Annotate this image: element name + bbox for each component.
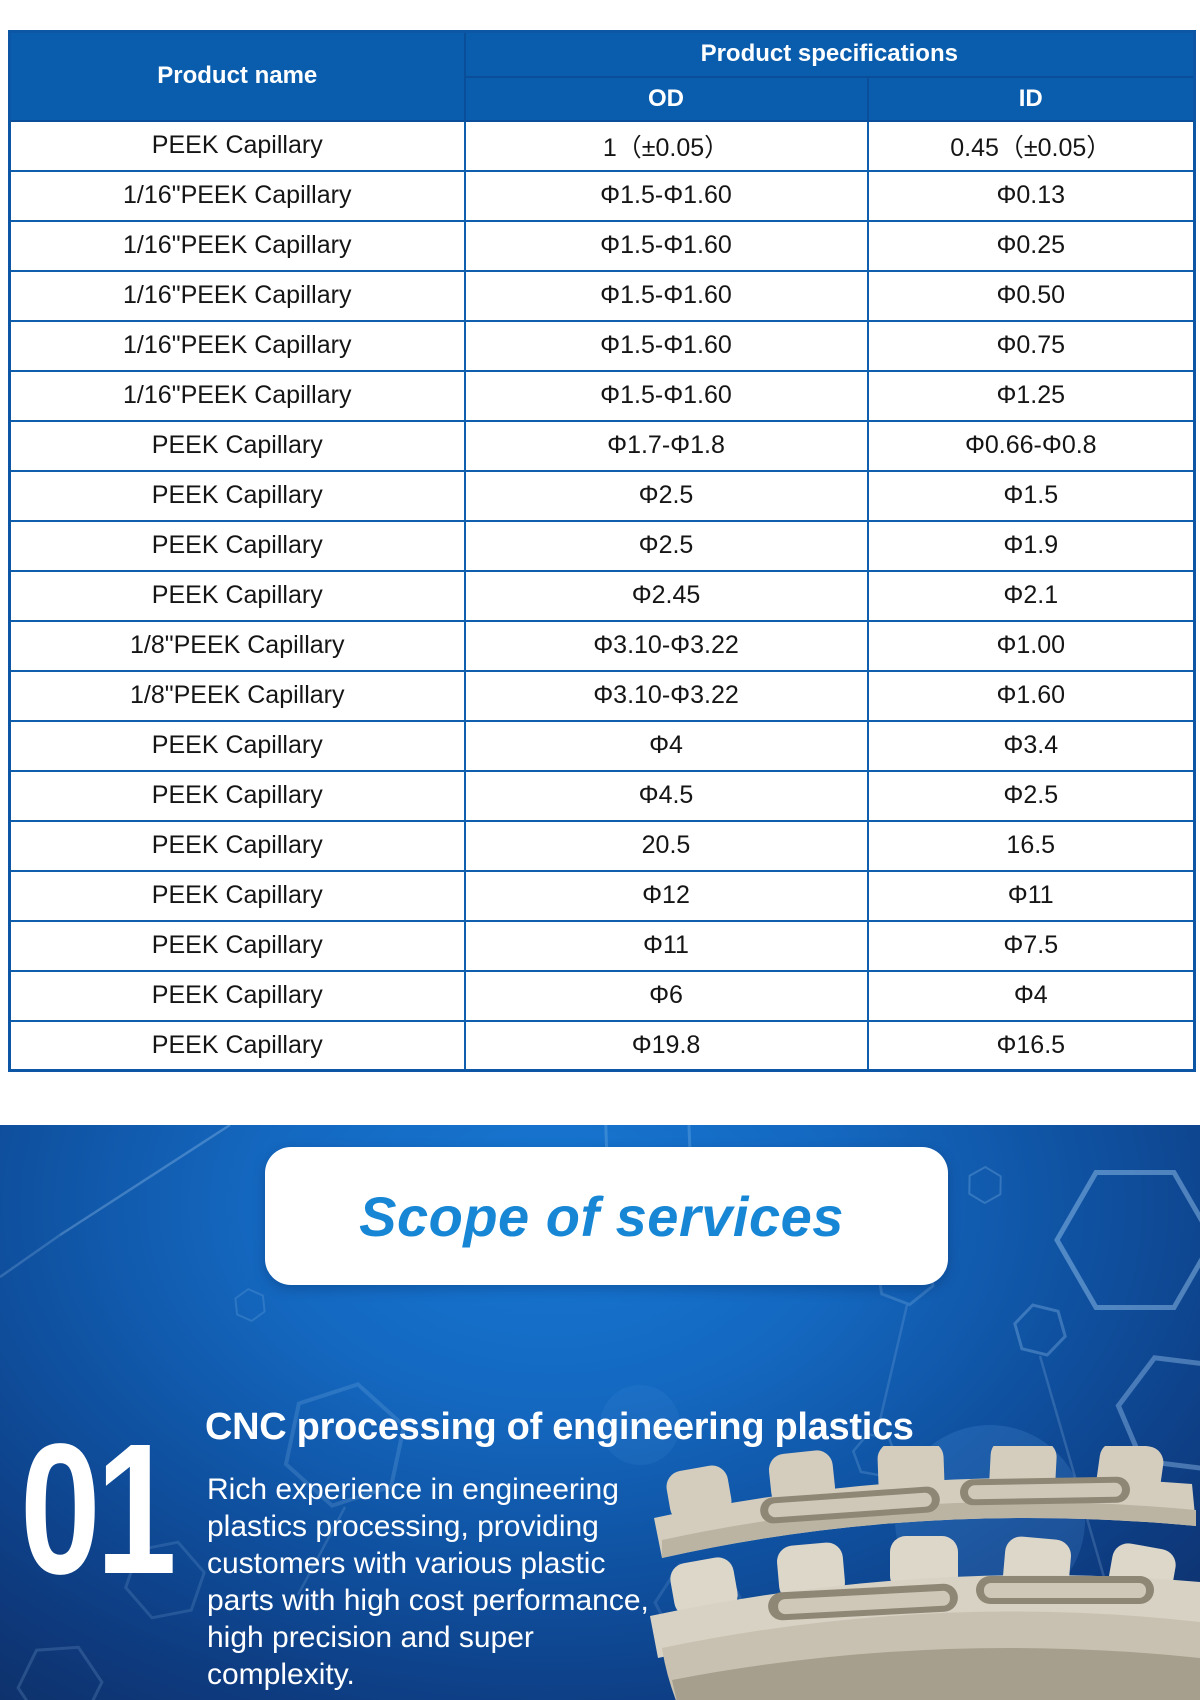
od-cell: Φ19.8 [463,1019,869,1072]
product-name-cell: PEEK Capillary [8,869,466,922]
table-row: PEEK Capillary Φ6 Φ4 [8,969,1196,1022]
product-name-cell: PEEK Capillary [8,919,466,972]
service-description: Rich experience in engineering plastics … [207,1473,649,1691]
table-row: 1/16"PEEK Capillary Φ1.5-Φ1.60 Φ0.50 [8,269,1196,322]
table-row: 1/8"PEEK Capillary Φ3.10-Φ3.22 Φ1.60 [8,669,1196,722]
product-name-cell: 1/16"PEEK Capillary [8,269,466,322]
table-row: PEEK Capillary Φ1.7-Φ1.8 Φ0.66-Φ0.8 [8,419,1196,472]
od-cell: Φ11 [463,919,869,972]
od-cell: Φ1.5-Φ1.60 [463,169,869,222]
product-name-cell: 1/16"PEEK Capillary [8,219,466,272]
id-cell: Φ1.60 [866,669,1196,722]
scope-title: Scope of services [359,1184,844,1248]
id-cell: Φ2.1 [866,569,1196,622]
table-row: PEEK Capillary Φ2.45 Φ2.1 [8,569,1196,622]
od-cell: 20.5 [463,819,869,872]
product-name-cell: PEEK Capillary [8,819,466,872]
id-cell: Φ16.5 [866,1019,1196,1072]
product-name-cell: 1/16"PEEK Capillary [8,169,466,222]
service-heading: CNC processing of engineering plastics [205,1406,914,1448]
id-cell: Φ0.25 [866,219,1196,272]
id-cell: Φ0.13 [866,169,1196,222]
product-name-cell: PEEK Capillary [8,419,466,472]
od-cell: Φ3.10-Φ3.22 [463,669,869,722]
product-name-cell: PEEK Capillary [8,569,466,622]
id-cell: 0.45（±0.05） [866,119,1196,172]
product-name-cell: PEEK Capillary [8,519,466,572]
od-cell: 1（±0.05） [463,119,869,172]
id-cell: Φ1.25 [866,369,1196,422]
od-cell: Φ1.5-Φ1.60 [463,269,869,322]
scope-title-box: Scope of services [265,1147,948,1285]
id-cell: Φ0.50 [866,269,1196,322]
id-cell: Φ0.75 [866,319,1196,372]
table-row: 1/16"PEEK Capillary Φ1.5-Φ1.60 Φ1.25 [8,369,1196,422]
od-cell: Φ4 [463,719,869,772]
product-name-cell: PEEK Capillary [8,969,466,1022]
table-row: 1/16"PEEK Capillary Φ1.5-Φ1.60 Φ0.25 [8,219,1196,272]
table-row: 1/8"PEEK Capillary Φ3.10-Φ3.22 Φ1.00 [8,619,1196,672]
od-cell: Φ12 [463,869,869,922]
product-name-cell: PEEK Capillary [8,769,466,822]
header-id: ID [866,75,1196,122]
od-cell: Φ1.7-Φ1.8 [463,419,869,472]
od-cell: Φ2.45 [463,569,869,622]
table-row: PEEK Capillary 1（±0.05） 0.45（±0.05） [8,119,1196,172]
od-cell: Φ1.5-Φ1.60 [463,219,869,272]
id-cell: Φ1.00 [866,619,1196,672]
product-spec-table: Product name Product specifications OD I… [8,30,1197,1072]
table-row: PEEK Capillary Φ11 Φ7.5 [8,919,1196,972]
id-cell: Φ11 [866,869,1196,922]
id-cell: Φ2.5 [866,769,1196,822]
od-cell: Φ4.5 [463,769,869,822]
product-name-cell: PEEK Capillary [8,119,466,172]
table-row: PEEK Capillary 20.5 16.5 [8,819,1196,872]
cnc-part-image [650,1446,1200,1700]
table-row: PEEK Capillary Φ12 Φ11 [8,869,1196,922]
table-row: PEEK Capillary Φ2.5 Φ1.5 [8,469,1196,522]
table-row: PEEK Capillary Φ4 Φ3.4 [8,719,1196,772]
table-row: PEEK Capillary Φ19.8 Φ16.5 [8,1019,1196,1072]
id-cell: Φ1.5 [866,469,1196,522]
product-name-cell: PEEK Capillary [8,1019,466,1072]
product-name-cell: 1/8"PEEK Capillary [8,619,466,672]
services-hero-section: Scope of services 01 CNC processing of e… [0,1125,1200,1700]
header-product-specifications: Product specifications [463,30,1196,78]
od-cell: Φ2.5 [463,519,869,572]
product-name-cell: 1/16"PEEK Capillary [8,319,466,372]
product-name-cell: 1/16"PEEK Capillary [8,369,466,422]
table-row: 1/16"PEEK Capillary Φ1.5-Φ1.60 Φ0.75 [8,319,1196,372]
id-cell: Φ1.9 [866,519,1196,572]
od-cell: Φ1.5-Φ1.60 [463,319,869,372]
product-name-cell: PEEK Capillary [8,719,466,772]
id-cell: Φ7.5 [866,919,1196,972]
service-number: 01 [20,1406,177,1613]
product-name-cell: 1/8"PEEK Capillary [8,669,466,722]
id-cell: Φ0.66-Φ0.8 [866,419,1196,472]
table-row: PEEK Capillary Φ4.5 Φ2.5 [8,769,1196,822]
id-cell: Φ4 [866,969,1196,1022]
product-name-cell: PEEK Capillary [8,469,466,522]
header-product-name: Product name [8,30,466,122]
od-cell: Φ1.5-Φ1.60 [463,369,869,422]
header-od: OD [463,75,869,122]
id-cell: Φ3.4 [866,719,1196,772]
table-row: PEEK Capillary Φ2.5 Φ1.9 [8,519,1196,572]
od-cell: Φ6 [463,969,869,1022]
od-cell: Φ3.10-Φ3.22 [463,619,869,672]
table-row: 1/16"PEEK Capillary Φ1.5-Φ1.60 Φ0.13 [8,169,1196,222]
od-cell: Φ2.5 [463,469,869,522]
id-cell: 16.5 [866,819,1196,872]
